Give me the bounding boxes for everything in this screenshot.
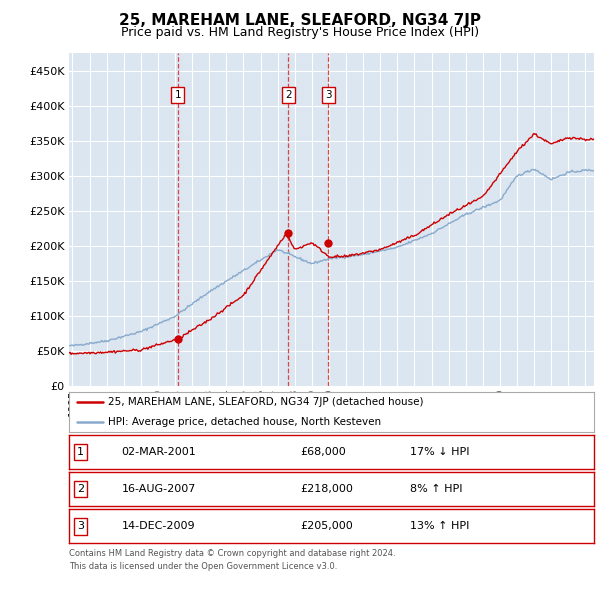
Text: £205,000: £205,000 bbox=[300, 522, 353, 531]
Text: 1: 1 bbox=[175, 90, 181, 100]
Text: HPI: Average price, detached house, North Kesteven: HPI: Average price, detached house, Nort… bbox=[109, 417, 382, 427]
Text: 2: 2 bbox=[77, 484, 84, 494]
Text: This data is licensed under the Open Government Licence v3.0.: This data is licensed under the Open Gov… bbox=[69, 562, 337, 571]
Text: 17% ↓ HPI: 17% ↓ HPI bbox=[410, 447, 470, 457]
Text: 3: 3 bbox=[325, 90, 331, 100]
Text: 13% ↑ HPI: 13% ↑ HPI bbox=[410, 522, 470, 531]
Text: 25, MAREHAM LANE, SLEAFORD, NG34 7JP (detached house): 25, MAREHAM LANE, SLEAFORD, NG34 7JP (de… bbox=[109, 397, 424, 407]
Text: 16-AUG-2007: 16-AUG-2007 bbox=[121, 484, 196, 494]
Text: 14-DEC-2009: 14-DEC-2009 bbox=[121, 522, 195, 531]
Text: £68,000: £68,000 bbox=[300, 447, 346, 457]
Text: 8% ↑ HPI: 8% ↑ HPI bbox=[410, 484, 463, 494]
Text: 3: 3 bbox=[77, 522, 84, 531]
Text: Price paid vs. HM Land Registry's House Price Index (HPI): Price paid vs. HM Land Registry's House … bbox=[121, 26, 479, 39]
Text: 02-MAR-2001: 02-MAR-2001 bbox=[121, 447, 196, 457]
Text: £218,000: £218,000 bbox=[300, 484, 353, 494]
Text: 2: 2 bbox=[285, 90, 292, 100]
Text: 25, MAREHAM LANE, SLEAFORD, NG34 7JP: 25, MAREHAM LANE, SLEAFORD, NG34 7JP bbox=[119, 13, 481, 28]
Text: 1: 1 bbox=[77, 447, 84, 457]
Text: Contains HM Land Registry data © Crown copyright and database right 2024.: Contains HM Land Registry data © Crown c… bbox=[69, 549, 395, 558]
